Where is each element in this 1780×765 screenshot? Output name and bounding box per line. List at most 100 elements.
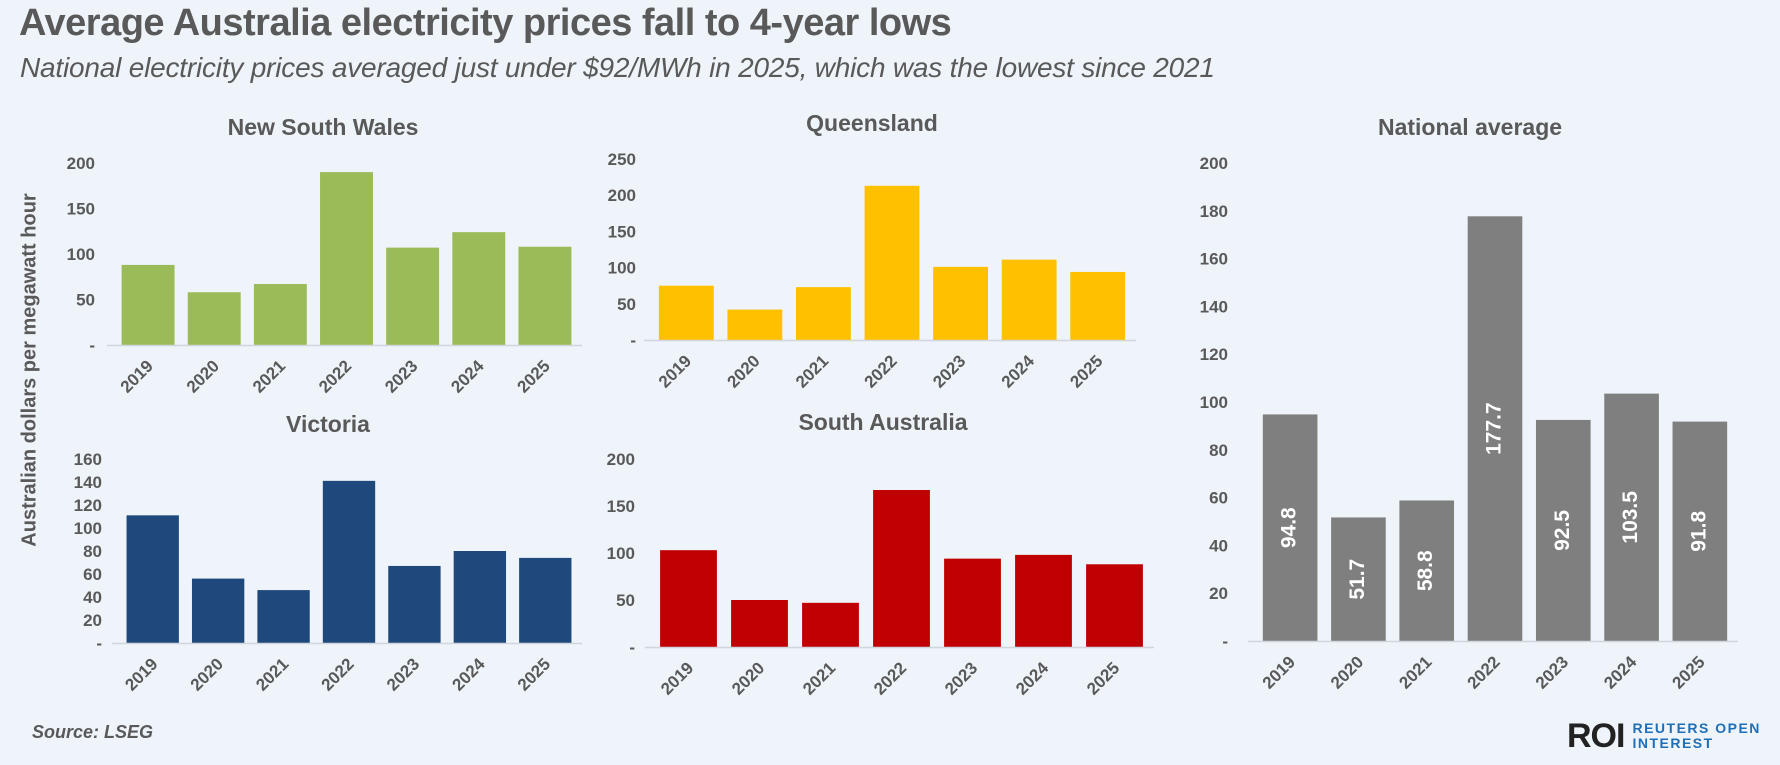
bar-national-2025 — [1672, 421, 1728, 641]
x-tick-label: 2024 — [1600, 652, 1641, 693]
y-tick-label: 180 — [1200, 202, 1228, 221]
data-label: 94.8 — [1278, 507, 1301, 548]
bar-nsw-2022 — [320, 172, 373, 345]
y-tick-label: 150 — [67, 200, 95, 219]
bar-national-2019 — [1262, 414, 1318, 641]
y-tick-label: 120 — [74, 496, 102, 515]
panel-title-qld: Queensland — [806, 110, 938, 136]
y-tick-label: 150 — [608, 222, 636, 241]
x-tick-label: 2022 — [315, 356, 355, 396]
logo-mark: ROI — [1567, 717, 1625, 755]
y-tick-label: 40 — [83, 588, 102, 607]
y-tick-label: 100 — [74, 519, 102, 538]
y-tick-label: - — [629, 638, 635, 657]
y-tick-label: 60 — [83, 565, 102, 584]
y-tick-label: 100 — [608, 259, 636, 278]
data-label: 92.5 — [1551, 510, 1574, 551]
data-label: 103.5 — [1619, 491, 1642, 544]
x-tick-label: 2024 — [449, 654, 490, 695]
bar-qld-2019 — [658, 285, 714, 340]
panel-title-vic: Victoria — [286, 411, 370, 437]
x-tick-label: 2023 — [383, 654, 423, 694]
y-tick-label: 50 — [617, 295, 636, 314]
x-tick-label: 2021 — [1395, 652, 1435, 692]
bar-nsw-2024 — [452, 232, 506, 345]
x-tick-label: 2023 — [941, 658, 981, 698]
chart-title-main: Average Australia electricity prices fal… — [19, 2, 952, 44]
bar-qld-2025 — [1070, 271, 1126, 340]
bar-nsw-2020 — [187, 292, 241, 345]
bar-vic-2022 — [322, 480, 376, 643]
y-tick-label: 40 — [1209, 536, 1228, 555]
x-tick-label: 2025 — [514, 356, 554, 396]
y-tick-label: 100 — [67, 245, 95, 264]
x-tick-label: 2021 — [252, 654, 292, 694]
bar-vic-2020 — [191, 578, 245, 643]
y-tick-label: 60 — [1209, 489, 1228, 508]
bar-sa-2020 — [731, 600, 788, 647]
chart-subtitle: National electricity prices averaged jus… — [20, 52, 1215, 83]
x-tick-label: 2020 — [183, 356, 223, 396]
bar-nsw-2019 — [121, 264, 175, 345]
bar-vic-2019 — [126, 515, 179, 643]
y-tick-label: 20 — [83, 611, 102, 630]
y-tick-label: 200 — [67, 154, 95, 173]
x-tick-label: 2024 — [1012, 658, 1053, 699]
x-tick-label: 2020 — [187, 654, 227, 694]
source-note: Source: LSEG — [32, 722, 154, 742]
data-label: 58.8 — [1414, 550, 1437, 591]
y-tick-label: 160 — [1200, 250, 1228, 269]
x-tick-label: 2020 — [1327, 652, 1367, 692]
data-label: 51.7 — [1346, 559, 1369, 600]
x-tick-label: 2021 — [799, 658, 839, 698]
y-tick-label: - — [1222, 632, 1228, 651]
x-tick-label: 2020 — [728, 658, 768, 698]
y-tick-label: 100 — [607, 544, 635, 563]
y-tick-label: 20 — [1209, 584, 1228, 603]
x-tick-label: 2025 — [1066, 351, 1106, 391]
y-tick-label: - — [89, 336, 95, 355]
x-tick-label: 2021 — [249, 356, 289, 396]
logo-text: REUTERS OPEN INTEREST — [1632, 721, 1760, 751]
bar-nsw-2021 — [253, 284, 307, 345]
y-tick-label: 140 — [74, 473, 102, 492]
data-label: 91.8 — [1687, 511, 1710, 552]
y-tick-label: 50 — [76, 291, 95, 310]
bar-sa-2022 — [873, 490, 930, 647]
y-tick-label: 160 — [74, 450, 102, 469]
x-tick-label: 2019 — [1259, 652, 1299, 692]
bar-qld-2024 — [1001, 259, 1057, 340]
bar-nsw-2025 — [518, 246, 572, 345]
y-tick-label: 150 — [607, 497, 635, 516]
x-tick-label: 2022 — [870, 658, 910, 698]
bar-sa-2025 — [1086, 564, 1143, 647]
logo-text-line1: REUTERS OPEN — [1632, 720, 1761, 736]
x-tick-label: 2019 — [657, 658, 697, 698]
bar-vic-2024 — [453, 551, 507, 643]
bar-national-2021 — [1399, 500, 1455, 641]
panel-title-nsw: New South Wales — [228, 114, 419, 140]
reuters-open-interest-logo: ROI REUTERS OPEN INTEREST — [1567, 719, 1761, 753]
bar-sa-2021 — [802, 602, 859, 647]
bar-qld-2022 — [864, 185, 920, 340]
data-label: 177.7 — [1483, 402, 1506, 455]
bar-sa-2024 — [1015, 554, 1072, 647]
x-tick-label: 2023 — [929, 351, 969, 391]
x-tick-label: 2021 — [792, 351, 832, 391]
bar-national-2022 — [1467, 216, 1523, 641]
panel-title-sa: South Australia — [798, 409, 967, 435]
x-tick-label: 2024 — [447, 356, 488, 397]
x-tick-label: 2020 — [724, 351, 764, 391]
y-tick-label: 50 — [616, 591, 635, 610]
x-tick-label: 2022 — [1464, 652, 1504, 692]
y-tick-label: 250 — [608, 150, 636, 169]
x-tick-label: 2019 — [655, 351, 695, 391]
y-tick-label: 120 — [1200, 345, 1228, 364]
bar-qld-2023 — [933, 266, 988, 340]
bar-national-2023 — [1535, 419, 1591, 641]
bar-qld-2020 — [727, 309, 783, 340]
y-tick-label: 200 — [607, 450, 635, 469]
x-tick-label: 2022 — [318, 654, 358, 694]
x-tick-label: 2025 — [514, 654, 554, 694]
